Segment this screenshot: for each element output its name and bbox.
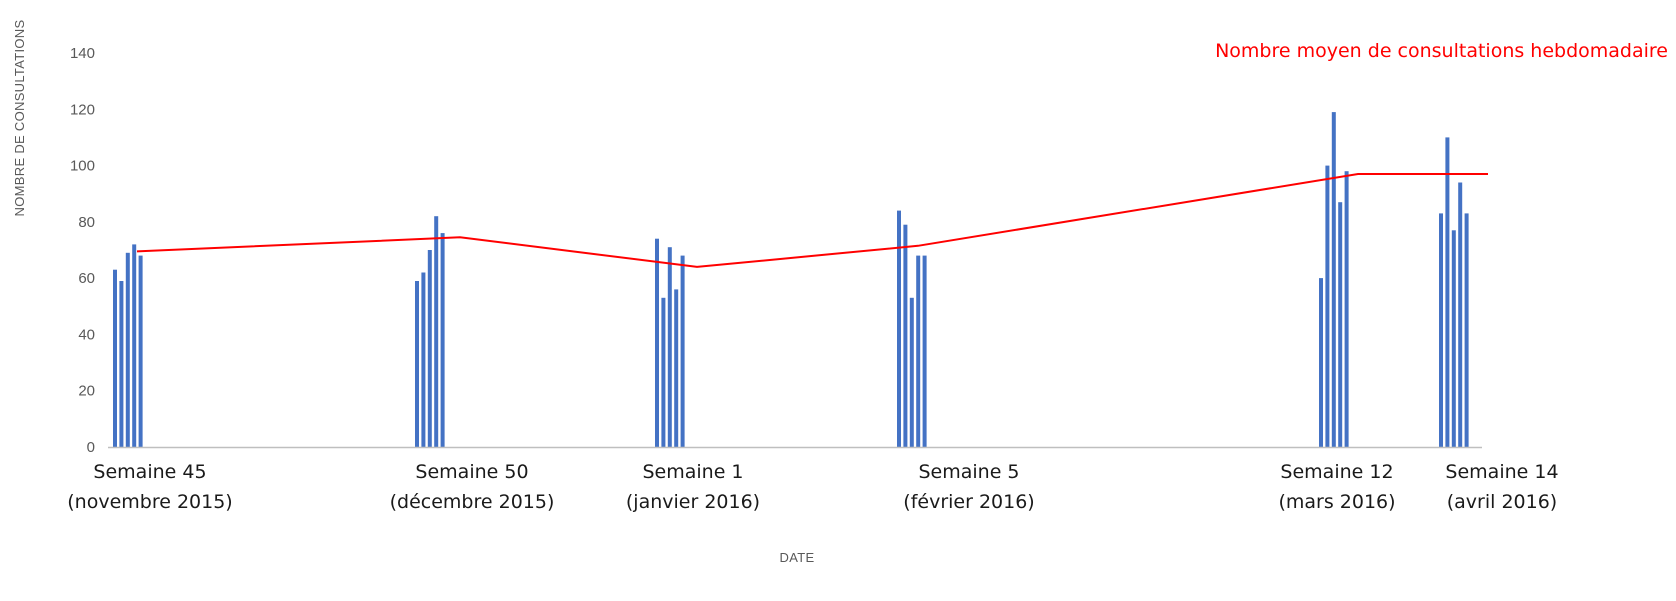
bar [113,269,117,447]
bar [916,255,921,447]
bar [427,250,432,447]
category-month-label: (février 2016) [903,491,1034,513]
bar [138,255,143,447]
bar [674,289,679,447]
bar [440,233,445,447]
category-week-label: Semaine 50 [415,461,528,483]
bar [909,297,914,447]
bar [680,255,685,447]
category-week-label: Semaine 12 [1280,461,1393,483]
y-tick-label: 60 [78,270,95,287]
category-month-label: (avril 2016) [1447,491,1557,513]
bar [421,272,426,447]
y-axis-ticks: 0 20 40 60 80 100 120 140 [70,45,95,456]
bar [1325,165,1330,447]
bar [1451,230,1456,447]
bar [415,281,419,447]
bar [661,297,666,447]
legend-weekly-average: Nombre moyen de consultations hebdomadai… [1215,40,1668,62]
bar [119,281,124,447]
y-tick-label: 20 [78,383,95,400]
y-tick-label: 80 [78,214,95,231]
category-week-label: Semaine 45 [93,461,206,483]
bar [1338,202,1343,447]
bar [1445,137,1450,447]
bar [1458,182,1463,447]
bar [667,247,672,447]
y-axis-title: NOMBRE DE CONSULTATIONS [12,20,27,217]
category-week-label: Semaine 5 [918,461,1019,483]
category-month-label: (mars 2016) [1278,491,1395,513]
bar [655,238,659,447]
bar [1439,213,1443,447]
bar [922,255,927,447]
bar [1464,213,1469,447]
category-month-label: (janvier 2016) [626,491,760,513]
y-tick-label: 100 [70,158,95,175]
category-month-label: (décembre 2015) [390,491,555,513]
bar [1344,171,1349,447]
bar [897,210,901,447]
bar [903,224,908,447]
y-tick-label: 140 [70,45,95,62]
bar [434,216,439,447]
category-labels: Semaine 45 (novembre 2015) Semaine 50 (déce… [67,461,1558,513]
y-tick-label: 0 [87,439,95,456]
bar [1331,112,1336,447]
bar [1319,278,1323,447]
bar [132,244,137,447]
y-tick-label: 40 [78,326,95,343]
weekly-average-line [136,173,1488,268]
x-axis-title: DATE [780,550,815,565]
category-week-label: Semaine 1 [642,461,743,483]
bar [125,252,130,447]
category-month-label: (novembre 2015) [67,491,232,513]
category-week-label: Semaine 14 [1445,461,1558,483]
bars [113,112,1469,447]
y-tick-label: 120 [70,101,95,118]
